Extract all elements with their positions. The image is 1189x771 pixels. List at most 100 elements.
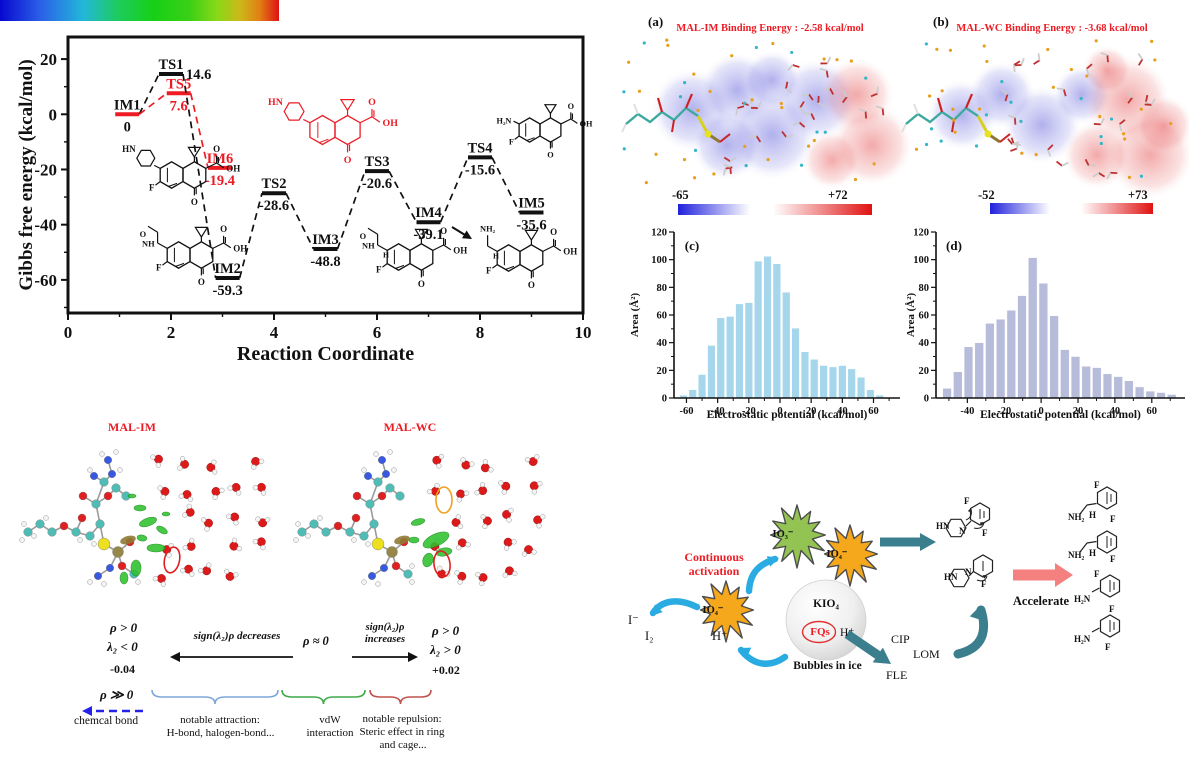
svg-text:Area (Å²): Area (Å²) [629,292,641,337]
prod3-f-bot-label: F [1109,604,1115,614]
scheme-accelerate-label: Accelerate [1012,594,1070,608]
svg-text:O: O [360,232,367,241]
svg-text:O: O [220,224,227,234]
svg-text:(d): (d) [946,238,962,253]
svg-text:O: O [418,279,425,289]
panel-a-scale-min: -65 [672,188,689,202]
svg-text:OH: OH [383,118,399,129]
esp-histogram-mal-im: -60 -40 -20 0 20 40 60 0 20 40 60 80 100 120 (c) Electr… [629,228,900,421]
svg-text:20: 20 [806,406,817,417]
svg-text:4: 4 [270,323,279,342]
svg-text:7.6: 7.6 [170,98,188,114]
svg-text:0: 0 [1039,406,1044,417]
svg-text:80: 80 [657,283,668,294]
panel-b-colorbar-positive [1081,203,1153,214]
svg-text:NH₂: NH₂ [480,225,496,234]
svg-text:-48.8: -48.8 [310,254,340,270]
svg-text:6: 6 [373,323,382,342]
svg-text:OH: OH [233,243,247,253]
scheme-io4-mid-label: IO₄⁻ [702,605,724,616]
nci-scale-min: -0.04 [110,662,135,676]
svg-text:0: 0 [49,105,58,124]
svg-text:NH: NH [142,240,155,249]
prod1-nh2-label: NH₂ [1068,512,1085,522]
scheme-fle-label: FLE [886,668,908,682]
svg-text:-20: -20 [997,406,1011,417]
nci-lambda-pos: λ₂ > 0 [430,642,461,657]
svg-text:IM3: IM3 [312,232,339,248]
scheme-fqs-label: FQs [810,626,830,638]
svg-text:Gibbs free energy (kcal/mol): Gibbs free energy (kcal/mol) [16,59,37,290]
panel-b-scale-max: +73 [1128,188,1148,202]
svg-text:-40: -40 [960,406,974,417]
svg-text:20: 20 [657,366,668,377]
svg-text:O: O [528,280,535,290]
nci-legend-graphics [82,652,432,716]
mid2-f-label: F [981,579,987,589]
svg-text:40: 40 [919,338,930,349]
svg-text:OH: OH [226,163,240,173]
svg-text:20: 20 [1073,406,1084,417]
mal-wc-label: MAL-WC [383,420,437,434]
svg-text:2: 2 [167,323,176,342]
panel-a-title: MAL-IM Binding Energy : -2.58 kcal/mol [676,23,864,34]
svg-text:IM1: IM1 [114,97,141,113]
prod3-f-top-label: F [1094,569,1100,579]
svg-text:Electrostatic potential (kcal/: Electrostatic potential (kcal/mol) [980,409,1141,421]
svg-text:F: F [149,183,155,193]
scheme-io4-top-label: IO₄⁻ [826,549,848,560]
nci-rho-pos-left: ρ > 0 [110,620,138,635]
svg-text:120: 120 [913,228,929,239]
svg-text:O: O [547,151,554,160]
reaction-scheme [649,486,1121,667]
svg-text:HN: HN [122,144,136,154]
svg-text:0: 0 [924,394,929,405]
nci-arrow-right-text-2: increases [364,634,406,645]
svg-text:O: O [368,97,376,108]
svg-text:40: 40 [837,406,848,417]
panel-b-colorbar-negative [990,203,1050,214]
svg-text:O: O [140,230,147,239]
svg-text:-20.6: -20.6 [362,176,392,192]
scheme-i2-label: I₂ [645,629,654,643]
panel-a-colorbar-negative [678,204,750,215]
prod3-h2n-label: H₂N [1074,594,1091,604]
prod2-h-label: H [1089,548,1097,558]
svg-text:F: F [156,263,162,273]
esp-histogram-mal-wc: -40 -20 0 20 40 60 0 20 40 60 80 100 120 (d) Electrost… [905,228,1185,421]
panel-b-scale-min: -52 [978,188,995,202]
nci-vdw-1: vdW [319,714,341,726]
nci-attraction-1: notable attraction: [180,714,260,726]
mal-im-label: MAL-IM [108,420,156,434]
svg-text:0: 0 [64,323,73,342]
mid1-f-top-label: F [964,496,970,506]
svg-text:OH: OH [580,120,593,129]
svg-text:100: 100 [651,255,667,266]
svg-text:-35.6: -35.6 [516,218,546,234]
nci-rho-zero: ρ ≈ 0 [303,634,329,648]
nci-repulsion-2: Steric effect in ring [359,726,445,738]
svg-text:IM4: IM4 [415,205,442,221]
scheme-continuous-2: activation [688,564,740,578]
nci-vdw-2: interaction [306,727,354,739]
svg-text:IM2: IM2 [214,261,241,277]
mid1-hn-label: HN [936,521,950,531]
panel-b-title: MAL-WC Binding Energy : -3.68 kcal/mol [956,23,1148,34]
prod1-h-label: H [1089,510,1097,520]
scheme-iodide-label: I⁻ [628,613,639,627]
nci-rho-much-gt: ρ ≫ 0 [100,687,134,702]
svg-text:20: 20 [919,366,930,377]
svg-text:F: F [376,265,382,275]
svg-text:60: 60 [1147,406,1158,417]
svg-text:10: 10 [575,323,592,342]
svg-text:TS5: TS5 [166,76,191,92]
scheme-lom-label: LOM [913,647,940,661]
svg-text:F: F [486,266,492,276]
svg-text:O: O [213,144,220,154]
svg-text:-60: -60 [34,271,57,290]
svg-text:(c): (c) [685,238,699,253]
svg-text:TS4: TS4 [468,140,493,156]
mid2-hn-label: HN [944,572,958,582]
prod2-f-label: F [1110,554,1116,564]
